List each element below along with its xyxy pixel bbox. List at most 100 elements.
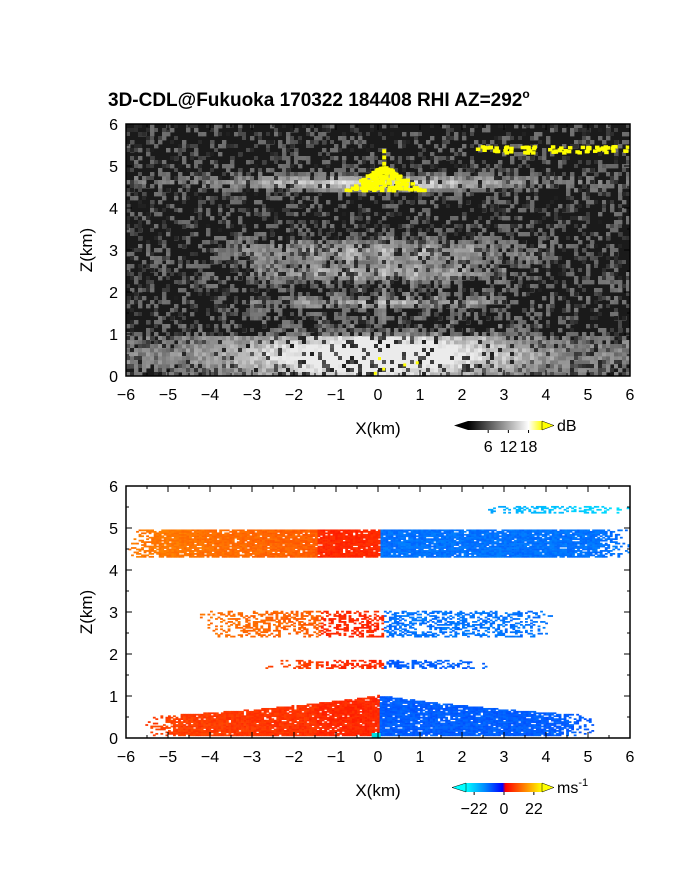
intensity-cell (270, 228, 274, 232)
intensity-cell (446, 256, 451, 261)
intensity-cell (338, 324, 343, 329)
intensity-cell (138, 352, 143, 357)
intensity-cell (170, 352, 175, 357)
intensity-cell (166, 340, 171, 345)
intensity-cell (490, 356, 494, 360)
intensity-cell (138, 188, 142, 192)
intensity-cell (594, 372, 599, 376)
intensity-cell (534, 344, 539, 349)
intensity-cell (298, 292, 303, 297)
intensity-cell (282, 280, 287, 285)
intensity-cell (222, 352, 227, 357)
intensity-cell (530, 172, 535, 177)
intensity-cell (142, 364, 147, 369)
intensity-cell (338, 204, 342, 208)
intensity-cell (342, 356, 347, 361)
intensity-cell (622, 132, 627, 137)
intensity-cell (258, 256, 263, 261)
intensity-cell (482, 184, 487, 189)
intensity-cell (378, 272, 383, 277)
intensity-cell (218, 304, 222, 308)
intensity-cell (226, 336, 231, 341)
intensity-cell (570, 176, 575, 181)
intensity-cell (238, 340, 243, 345)
intensity-cell (298, 220, 302, 224)
intensity-cell (438, 248, 442, 252)
intensity-cell (270, 124, 275, 129)
intensity-cell (254, 268, 259, 273)
intensity-cell (546, 248, 550, 252)
intensity-cell (262, 208, 267, 213)
intensity-cell (302, 256, 306, 260)
intensity-cell (454, 260, 459, 265)
intensity-cell (238, 336, 243, 341)
intensity-cell (430, 336, 435, 341)
intensity-cell (214, 288, 218, 292)
intensity-cell (182, 316, 186, 320)
intensity-cell (210, 140, 214, 144)
intensity-cell (534, 332, 539, 337)
intensity-cell (314, 372, 319, 376)
intensity-cell (322, 348, 327, 353)
intensity-cell (162, 256, 166, 260)
intensity-cell (154, 312, 159, 317)
intensity-cell (322, 300, 327, 305)
intensity-cell (198, 188, 203, 193)
intensity-cell (522, 176, 527, 181)
intensity-cell (390, 232, 395, 237)
intensity-cell (358, 348, 363, 353)
intensity-cell (466, 248, 471, 253)
intensity-cell (522, 252, 527, 257)
intensity-cell (154, 272, 158, 276)
intensity-cell (198, 268, 202, 272)
intensity-cell (326, 200, 331, 205)
intensity-cell (338, 176, 343, 181)
intensity-cell (178, 264, 183, 269)
intensity-cell (498, 340, 503, 345)
intensity-cell (346, 184, 351, 189)
intensity-cell (190, 216, 195, 221)
intensity-cell (274, 304, 279, 309)
intensity-cell (446, 220, 451, 225)
intensity-cell (278, 172, 283, 177)
intensity-cell (138, 236, 142, 240)
intensity-cell (258, 360, 263, 365)
intensity-cell (430, 240, 435, 245)
intensity-cell (382, 264, 387, 269)
intensity-cell (250, 316, 255, 321)
intensity-cell (206, 284, 211, 289)
intensity-cell (454, 256, 459, 261)
intensity-cell (626, 132, 630, 137)
intensity-cell (370, 252, 375, 257)
intensity-cell (606, 132, 610, 136)
intensity-cell (394, 204, 399, 209)
intensity-cell (174, 192, 178, 196)
intensity-cell (414, 292, 419, 297)
intensity-cell (330, 344, 334, 348)
intensity-cell (602, 356, 607, 361)
intensity-cell (170, 128, 175, 133)
intensity-cell (206, 196, 211, 201)
intensity-cell (438, 192, 443, 197)
intensity-cell (246, 172, 250, 176)
intensity-cell (382, 288, 387, 293)
intensity-cell (478, 244, 483, 249)
intensity-cell (130, 180, 134, 184)
intensity-cell (526, 372, 531, 376)
intensity-cell (374, 368, 379, 373)
intensity-cell (162, 340, 167, 345)
intensity-cell (222, 288, 226, 292)
intensity-cell (586, 268, 591, 273)
intensity-cell (210, 216, 215, 221)
intensity-cell (418, 260, 423, 265)
intensity-cell (186, 332, 191, 337)
intensity-cell (266, 180, 271, 185)
intensity-cell (194, 192, 198, 196)
intensity-cell (366, 332, 371, 337)
intensity-cell (306, 332, 311, 337)
intensity-cell (290, 200, 294, 204)
intensity-cell (550, 352, 555, 357)
intensity-cell (330, 296, 335, 301)
intensity-cell (466, 336, 471, 341)
intensity-cell (466, 340, 471, 345)
